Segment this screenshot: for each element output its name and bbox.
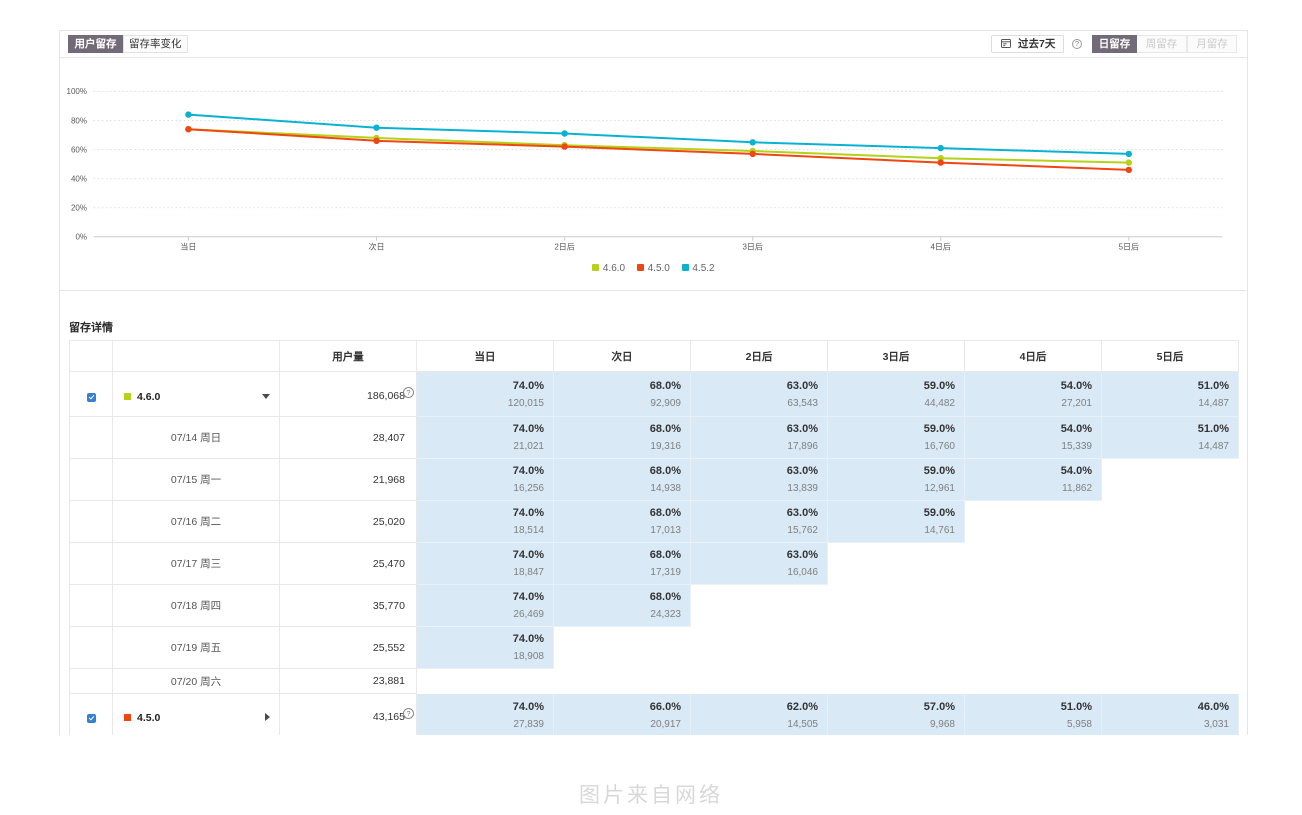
svg-text:0%: 0%	[75, 233, 87, 242]
svg-text:20%: 20%	[71, 204, 87, 213]
svg-text:3日后: 3日后	[742, 242, 762, 252]
svg-text:5日后: 5日后	[1119, 242, 1139, 252]
svg-text:次日: 次日	[369, 242, 385, 252]
svg-text:2日后: 2日后	[554, 242, 574, 252]
svg-text:4日后: 4日后	[930, 242, 950, 252]
svg-text:40%: 40%	[71, 174, 87, 183]
svg-text:当日: 当日	[180, 242, 196, 252]
svg-text:100%: 100%	[67, 87, 87, 96]
svg-text:60%: 60%	[71, 145, 87, 154]
svg-text:80%: 80%	[71, 116, 87, 125]
